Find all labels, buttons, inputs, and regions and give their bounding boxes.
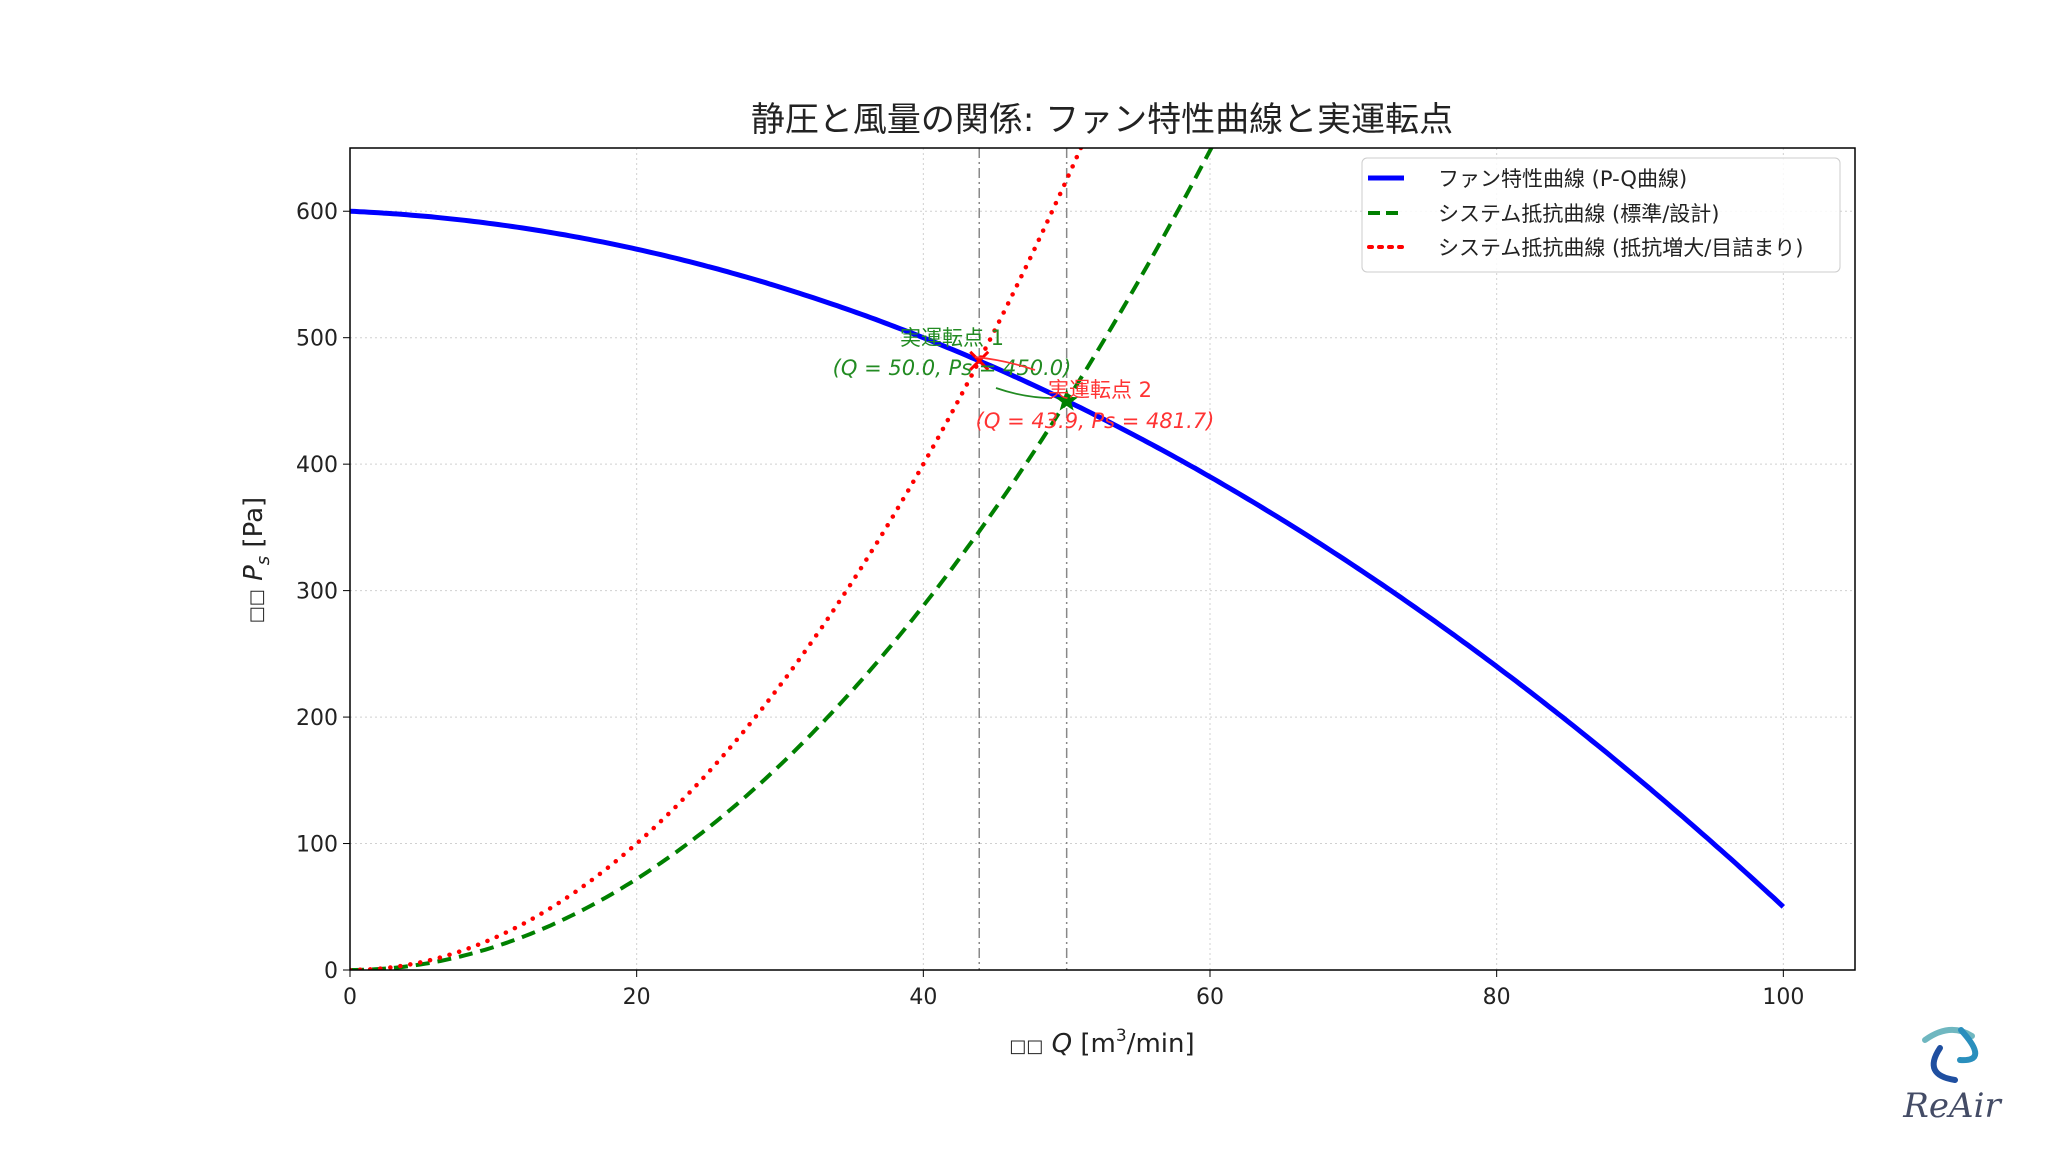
x-tick-label: 40 bbox=[909, 985, 937, 1010]
annotation-point-2: 実運転点 2 (Q = 43.9, Ps = 481.7) bbox=[974, 356, 1215, 433]
legend-label-clogged: システム抵抗曲線 (抵抗増大/目詰まり) bbox=[1438, 236, 1804, 260]
reair-logo: ReAir bbox=[1902, 1027, 2002, 1126]
x-tick-label: 80 bbox=[1483, 985, 1511, 1010]
legend-label-standard: システム抵抗曲線 (標準/設計) bbox=[1438, 202, 1720, 226]
operating-point-1-star-marker bbox=[1055, 388, 1079, 411]
x-tick-label: 100 bbox=[1762, 985, 1804, 1010]
x-tick-label: 60 bbox=[1196, 985, 1224, 1010]
markers bbox=[969, 350, 1079, 411]
y-tick-label: 200 bbox=[296, 706, 338, 731]
y-tick-label: 300 bbox=[296, 580, 338, 605]
logo-text: ReAir bbox=[1902, 1086, 2002, 1126]
y-label-sub: s bbox=[253, 556, 274, 565]
legend-label-fan: ファン特性曲線 (P-Q曲線) bbox=[1438, 167, 1687, 191]
annotation-2-label: 実運転点 2 bbox=[1048, 378, 1152, 402]
y-label-unit: [Pa] bbox=[239, 497, 269, 548]
x-label-unit-a: [m bbox=[1080, 1029, 1115, 1059]
logo-swirl-icon-2 bbox=[1930, 1045, 1958, 1083]
y-tick-label: 500 bbox=[296, 327, 338, 352]
curves bbox=[350, 148, 1786, 970]
x-tick-label: 20 bbox=[623, 985, 651, 1010]
y-tick-label: 100 bbox=[296, 833, 338, 858]
y-tick-label: 400 bbox=[296, 453, 338, 478]
y-label-prefix: □□ bbox=[246, 589, 267, 623]
annotation-2-detail: (Q = 43.9, Ps = 481.7) bbox=[976, 409, 1215, 433]
x-label-var: Q bbox=[1052, 1029, 1072, 1059]
system-standard-line bbox=[350, 148, 1214, 970]
operating-point-2-x-marker bbox=[969, 350, 990, 371]
system-clogged-line bbox=[350, 148, 1084, 970]
y-axis-label: □□ Ps [Pa] bbox=[239, 497, 276, 623]
y-tick-label: 600 bbox=[296, 200, 338, 225]
x-axis-label: □□ Q [m3/min] bbox=[1009, 1026, 1194, 1059]
logo-swirl-icon-3 bbox=[1957, 1027, 1979, 1064]
annotation-2-arrow bbox=[974, 356, 1036, 371]
annotation-1-label: 実運転点 1 bbox=[900, 326, 1004, 350]
x-label-sup: 3 bbox=[1116, 1026, 1127, 1046]
ticks: 0 20 40 60 80 100 0 100 200 300 400 500 600 bbox=[296, 200, 1804, 1010]
annotation-1-arrow bbox=[995, 387, 1053, 399]
plot-frame bbox=[349, 147, 1856, 971]
legend: ファン特性曲線 (P-Q曲線) システム抵抗曲線 (標準/設計) システム抵抗曲… bbox=[1361, 157, 1841, 273]
y-label-var: P bbox=[239, 565, 269, 581]
y-tick-label: 0 bbox=[324, 959, 338, 984]
legend-box bbox=[1361, 157, 1841, 273]
chart-title: 静圧と風量の関係: ファン特性曲線と実運転点 bbox=[751, 100, 1453, 140]
x-label-unit-b: /min] bbox=[1127, 1029, 1195, 1059]
annotation-1-detail: (Q = 50.0, Ps = 450.0) bbox=[833, 356, 1072, 380]
x-label-prefix: □□ bbox=[1009, 1036, 1043, 1057]
operating-point-guides bbox=[978, 148, 1068, 970]
x-tick-label: 0 bbox=[343, 985, 357, 1010]
